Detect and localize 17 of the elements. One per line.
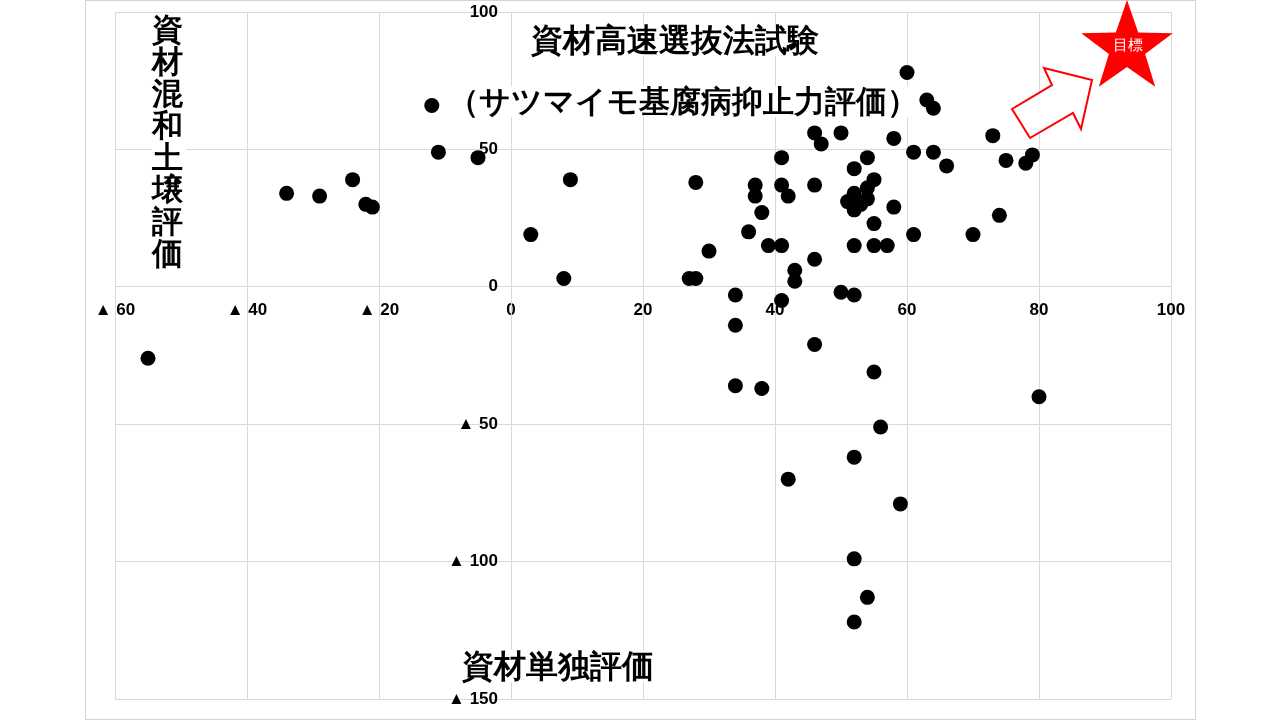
- x-tick-label: ▲ 20: [358, 299, 400, 319]
- x-tick-label: 20: [633, 299, 653, 319]
- x-tick-label: ▲ 60: [94, 299, 136, 319]
- x-tick-label: 60: [897, 299, 917, 319]
- chart-title: 資材高速選抜法試験: [531, 21, 819, 59]
- y-tick-label: ▲ 150: [448, 688, 498, 708]
- x-axis-title: 資材単独評価: [462, 647, 654, 685]
- x-tick-label: 80: [1029, 299, 1049, 319]
- y-tick-label: 100: [469, 1, 498, 21]
- x-tick-label: 100: [1156, 299, 1186, 319]
- y-tick-label: 0: [488, 276, 498, 296]
- y-tick-label: ▲ 100: [448, 551, 498, 571]
- x-tick-label: ▲ 40: [226, 299, 268, 319]
- y-tick-label: ▲ 50: [457, 413, 498, 433]
- text: （サツマイモ基腐病抑止力評価）: [448, 83, 918, 119]
- annotation: 目標: [1113, 36, 1143, 54]
- y-axis-title: 資材混和土壌評価: [152, 11, 187, 271]
